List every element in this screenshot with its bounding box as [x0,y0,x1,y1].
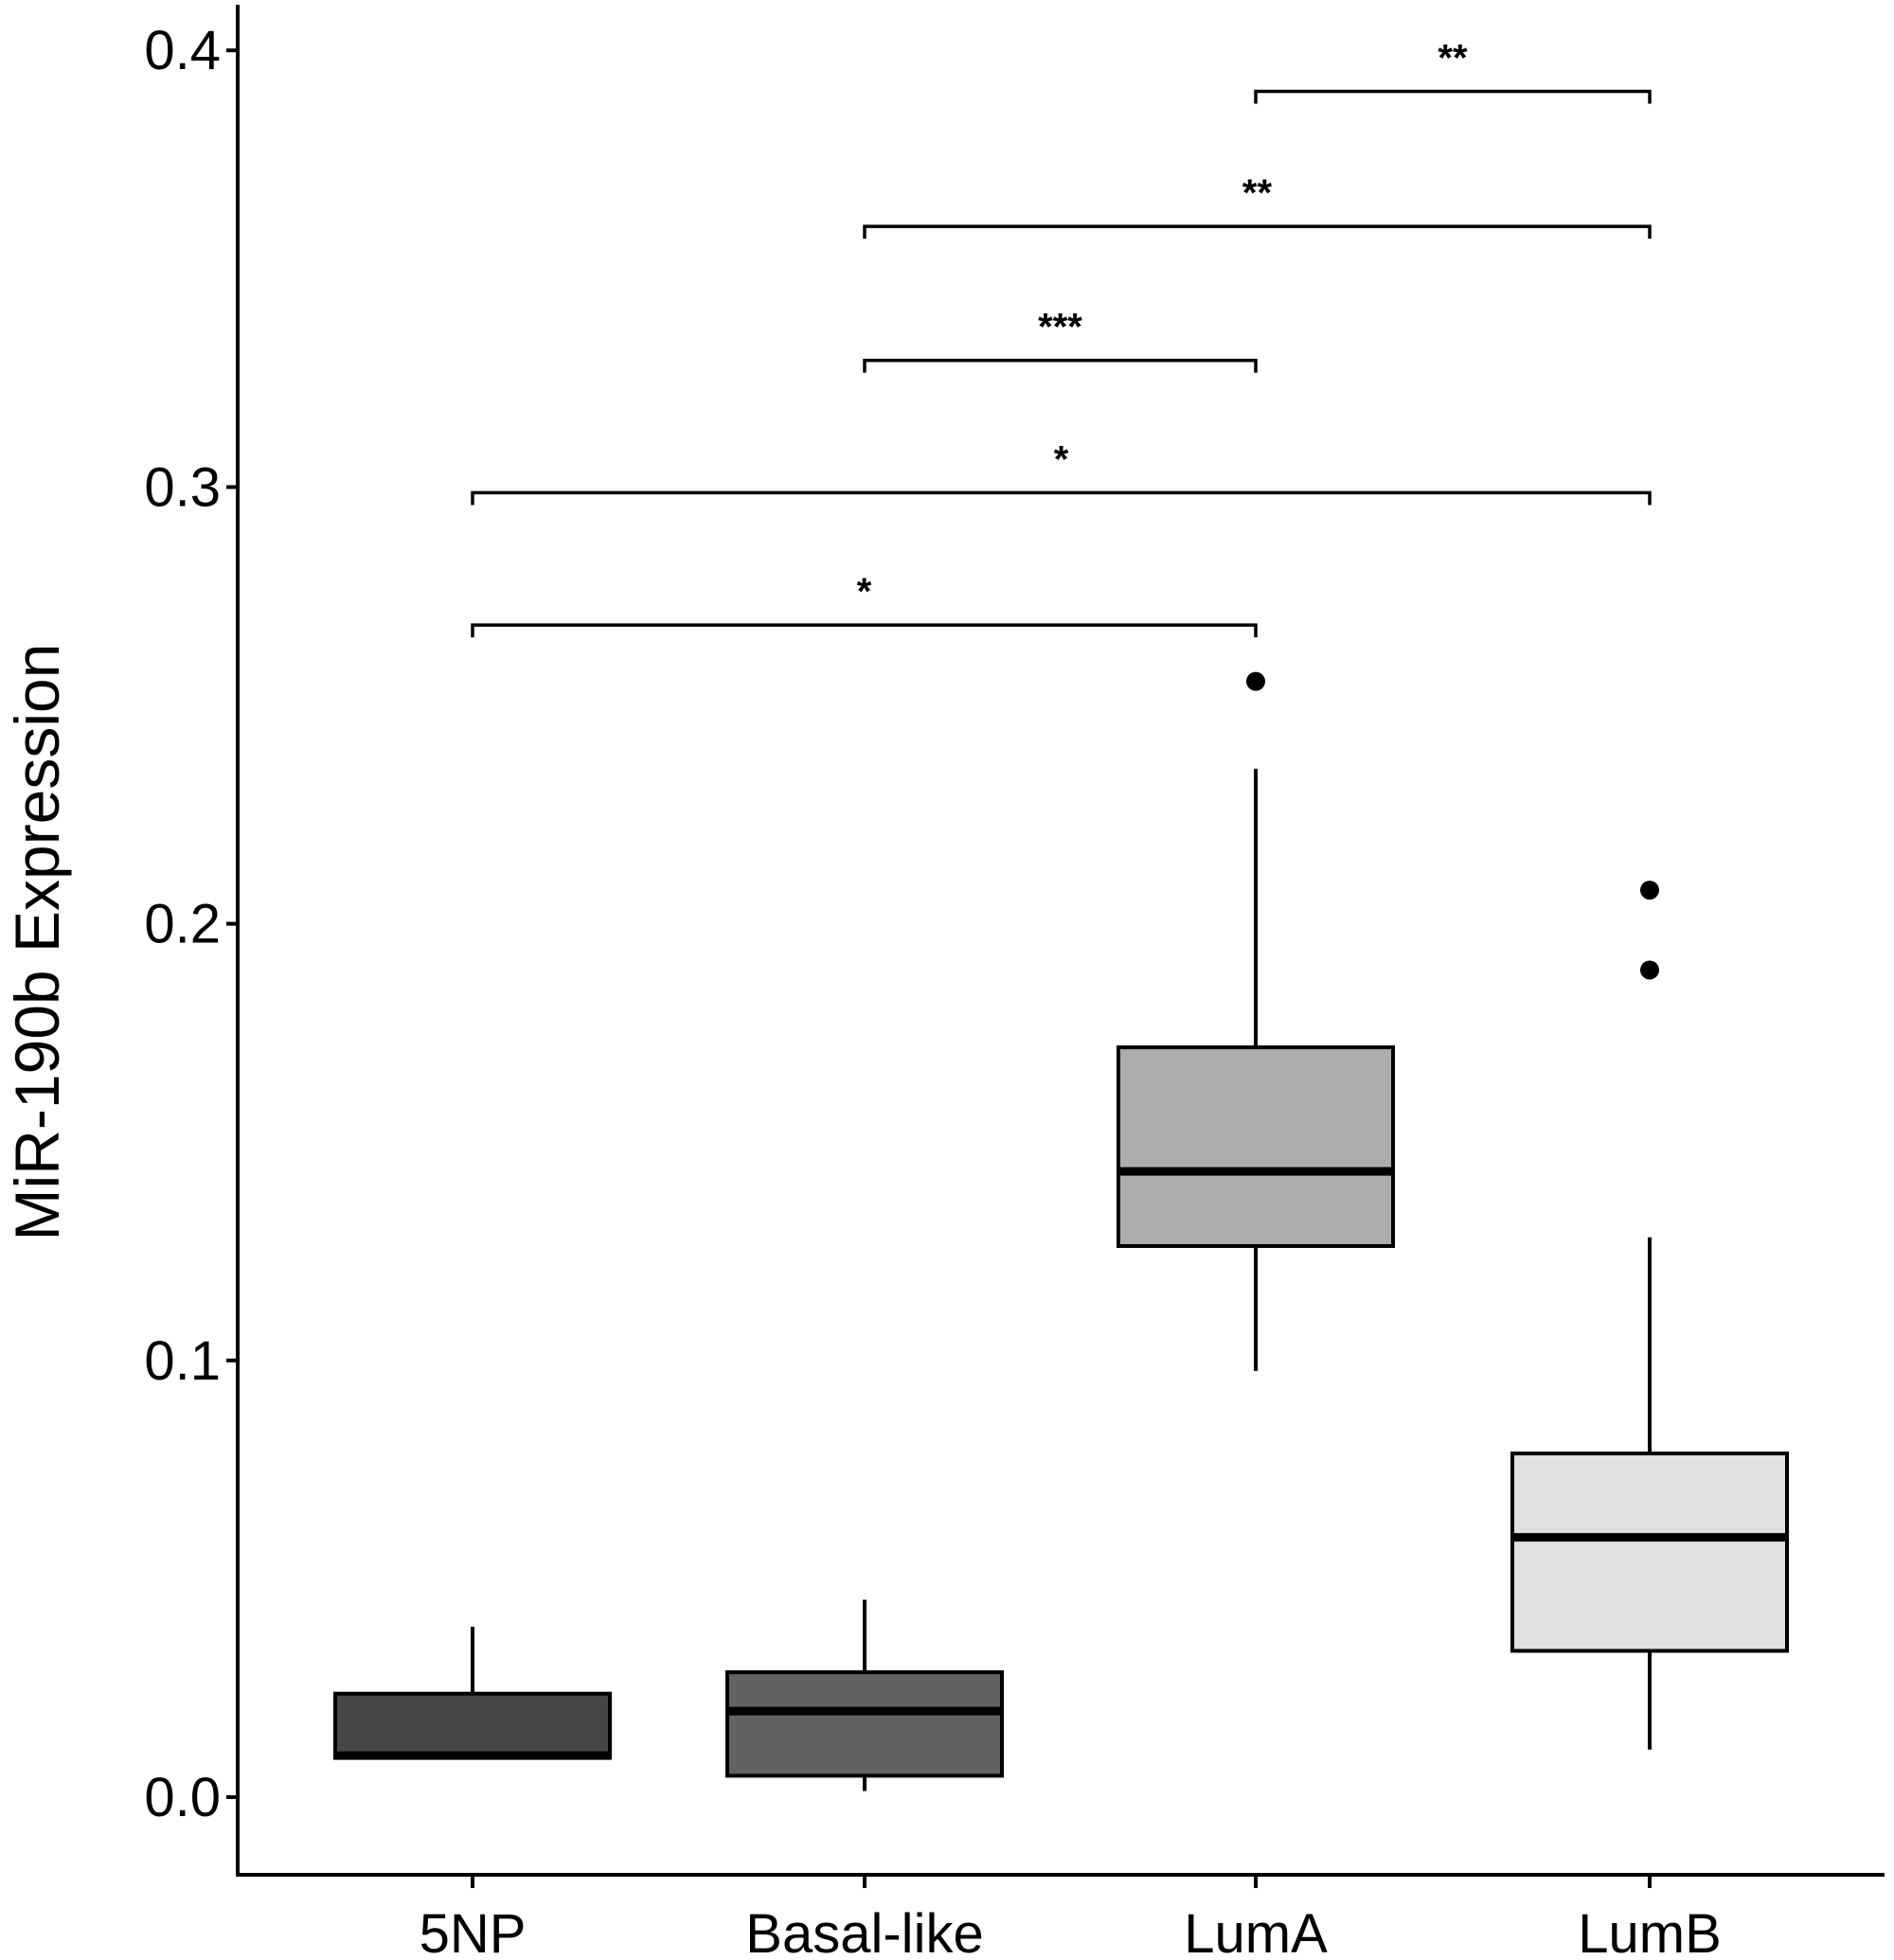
x-tick-label: LumA [1184,1903,1328,1960]
significance-bracket: ** [1254,38,1652,104]
x-tick-label: 5NP [420,1903,527,1960]
significance-bracket: ** [863,172,1652,240]
significance-label: *** [1038,307,1082,348]
axes: 0.0 0.1 0.2 0.3 0.4 5NP Basal-like LumA LumB [144,5,1885,1960]
x-tick-label: Basal-like [745,1903,983,1960]
box-lumb [1510,881,1789,1750]
significance-label: * [1054,438,1069,480]
significance-label: ** [1242,172,1273,214]
box-iqr [1510,1452,1789,1653]
bracket-line [1254,89,1652,104]
box-iqr [1117,1045,1395,1248]
box-5np [333,1627,612,1760]
box-iqr [333,1691,612,1760]
bracket-line [863,224,1652,240]
significance-label: ** [1438,38,1468,80]
significance-bracket: * [471,438,1652,506]
y-axis-label: MiR-190b Expression [2,644,72,1241]
box-iqr [725,1670,1004,1778]
y-tick-label: 0.4 [144,20,221,81]
bracket-line [471,623,1258,638]
y-tick-label: 0.3 [144,456,221,518]
bracket-line [863,358,1258,373]
significance-bracket: *** [863,307,1258,373]
box-luma [1117,671,1395,1371]
y-tick-label: 0.2 [144,894,221,955]
y-tick-label: 0.0 [144,1767,221,1828]
outlier-point [1246,671,1265,691]
significance-label: * [857,571,872,613]
significance-bracket: * [471,571,1258,638]
outlier-point [1640,881,1659,900]
box-basal-like [725,1599,1004,1791]
y-tick-label: 0.1 [144,1330,221,1392]
outlier-point [1640,960,1659,980]
bracket-line [471,490,1652,506]
x-tick-label: LumB [1578,1903,1722,1960]
plot-marks: ********* [333,38,1789,1791]
